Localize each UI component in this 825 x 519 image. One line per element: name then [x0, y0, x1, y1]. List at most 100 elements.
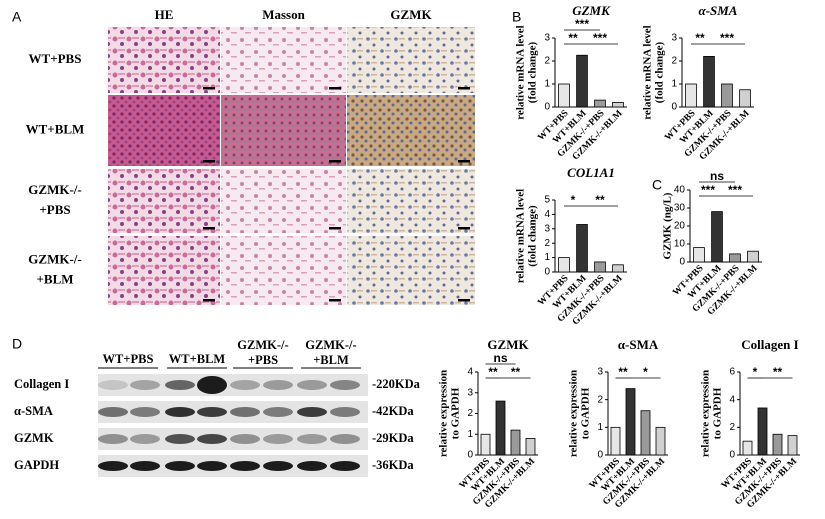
- y-axis-label: relative expression: [700, 370, 712, 457]
- band: [165, 407, 195, 417]
- column-label: Masson: [262, 7, 305, 22]
- scale-bar: [329, 160, 341, 163]
- band: [130, 407, 160, 417]
- band: [297, 380, 327, 390]
- bar: [787, 435, 798, 456]
- scale-bar: [203, 299, 215, 302]
- significance-label: ***: [701, 183, 715, 197]
- y-tick-label: 6: [729, 367, 735, 378]
- y-axis-label: relative expression: [438, 370, 450, 457]
- chart-title: Collagen I: [741, 337, 798, 352]
- significance-label: ns: [493, 351, 507, 365]
- significance-label: **: [618, 365, 628, 379]
- band: [330, 434, 360, 444]
- histology-image: [347, 169, 475, 233]
- y-tick-label: 2: [597, 394, 603, 405]
- band: [165, 461, 195, 471]
- y-axis-label: relative mRNA level: [515, 25, 527, 120]
- y-tick-label: 5: [544, 195, 550, 206]
- y-axis-label: (fold change): [654, 41, 666, 103]
- bar: [640, 410, 651, 456]
- y-tick-label: 1: [467, 429, 473, 440]
- y-axis-label: GZMK (ng/L): [662, 192, 674, 259]
- histology-image: [108, 27, 220, 93]
- bar: [612, 102, 624, 108]
- band: [165, 434, 195, 444]
- scale-bar: [458, 227, 470, 230]
- panel-label: A: [12, 9, 22, 25]
- significance-label: **: [511, 365, 521, 379]
- band: [130, 461, 160, 471]
- bar: [480, 433, 491, 456]
- significance-label: **: [568, 31, 578, 45]
- band: [263, 380, 293, 390]
- chart-title: α-SMA: [699, 3, 738, 18]
- significance-label: **: [773, 365, 783, 379]
- bar: [576, 224, 588, 273]
- band: [330, 380, 360, 390]
- band: [165, 380, 195, 390]
- y-axis-label: to GAPDH: [580, 387, 592, 439]
- column-label: GZMK: [390, 7, 432, 22]
- group-label: GZMK-/-: [305, 338, 356, 352]
- bar: [703, 56, 715, 108]
- y-tick-label: 2: [544, 238, 550, 249]
- histology-image: [108, 95, 220, 166]
- band: [330, 461, 360, 471]
- y-tick-label: 1: [544, 252, 550, 263]
- y-tick-label: 1: [597, 422, 603, 433]
- histology-image: [221, 169, 346, 233]
- band: [263, 434, 293, 444]
- bar: [655, 426, 666, 456]
- y-tick-label: 40: [674, 185, 686, 196]
- y-tick-label: 0: [597, 450, 603, 461]
- row-label: GZMK-/-: [28, 251, 81, 266]
- y-axis-label: to GAPDH: [712, 387, 724, 439]
- significance-label: ***: [575, 17, 589, 31]
- band: [263, 461, 293, 471]
- significance-label: *: [753, 365, 758, 379]
- bar: [721, 83, 733, 108]
- protein-label: α-SMA: [14, 404, 53, 418]
- y-tick-label: 10: [674, 239, 686, 250]
- bar: [510, 429, 521, 456]
- bar: [594, 261, 606, 273]
- band: [230, 434, 260, 444]
- row-label: WT+BLM: [26, 121, 85, 136]
- y-axis-label: relative mRNA level: [515, 189, 527, 284]
- chart-title: GZMK: [487, 337, 529, 352]
- bar: [610, 426, 621, 456]
- y-tick-label: 2: [467, 408, 473, 419]
- panel-label: D: [12, 336, 22, 352]
- band: [197, 461, 227, 471]
- y-tick-label: 0: [467, 450, 473, 461]
- group-label: +BLM: [313, 353, 349, 367]
- y-axis-label: (fold change): [527, 41, 539, 103]
- row-label: +BLM: [36, 271, 73, 286]
- histology-image: [221, 236, 346, 305]
- histology-image: [221, 27, 346, 93]
- column-label: HE: [155, 7, 174, 22]
- protein-label: GAPDH: [14, 458, 59, 472]
- significance-label: *: [571, 193, 576, 207]
- bar: [747, 250, 759, 263]
- row-label: +PBS: [39, 202, 70, 217]
- size-label: -42KDa: [372, 404, 414, 418]
- row-label: GZMK-/-: [28, 182, 81, 197]
- y-tick-label: 0: [679, 257, 685, 268]
- chart-title: α-SMA: [618, 337, 659, 352]
- band: [197, 376, 227, 394]
- band: [98, 380, 128, 390]
- y-axis-label: to GAPDH: [450, 387, 462, 439]
- band: [98, 407, 128, 417]
- band: [197, 407, 227, 417]
- bar: [495, 400, 506, 456]
- chart-title: GZMK: [572, 3, 611, 18]
- histology-image: [108, 236, 220, 305]
- bar: [742, 440, 753, 456]
- blot-strip: [98, 428, 368, 450]
- blot-strip: [98, 374, 368, 396]
- scale-bar: [458, 87, 470, 90]
